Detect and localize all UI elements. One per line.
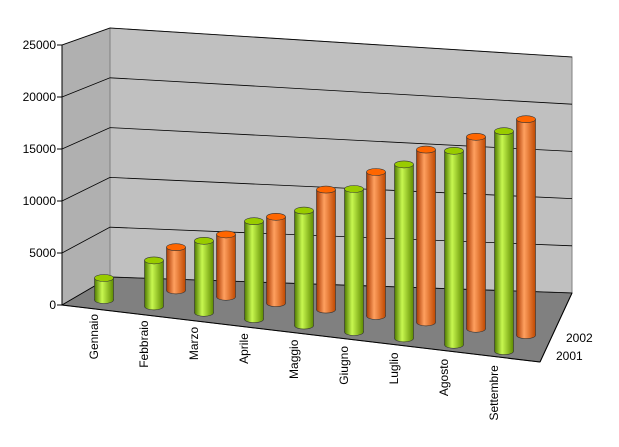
bar-top xyxy=(294,206,314,215)
bar-top xyxy=(466,133,486,141)
bar-outline xyxy=(194,240,214,313)
x-tick-label: Febbraio xyxy=(137,320,151,368)
x-tick-label: Settembre xyxy=(487,365,501,421)
bar-outline xyxy=(216,234,236,297)
bar xyxy=(344,189,364,332)
x-tick-label: Giugno xyxy=(337,346,351,385)
bar-outline xyxy=(416,149,436,323)
bar-top xyxy=(316,185,336,194)
bar xyxy=(194,240,214,313)
bar-top xyxy=(94,274,114,282)
bar xyxy=(366,172,386,316)
grid-line xyxy=(61,27,573,58)
grid-line xyxy=(61,77,573,105)
bar-top xyxy=(494,127,514,135)
bar-top xyxy=(516,115,536,123)
x-tick-label: Luglio xyxy=(387,352,401,384)
bar-outline xyxy=(94,278,114,300)
bar-outline xyxy=(444,150,464,345)
bar xyxy=(416,149,436,323)
bar-top xyxy=(394,160,414,169)
bar xyxy=(516,119,536,336)
bar-outline xyxy=(266,216,286,304)
y-tick-label: 10000 xyxy=(23,194,57,208)
x-tick-label: Marzo xyxy=(187,326,201,360)
bar xyxy=(466,136,486,329)
bar xyxy=(494,131,514,352)
bar-outline xyxy=(494,131,514,352)
grid-line xyxy=(61,127,573,152)
bar-top xyxy=(194,237,214,245)
bar-outline xyxy=(466,136,486,329)
y-tick-label: 15000 xyxy=(23,142,57,156)
bar-outline xyxy=(166,247,186,291)
bar xyxy=(166,247,186,291)
x-axis xyxy=(61,304,541,363)
depth-axis xyxy=(539,292,573,363)
bar xyxy=(444,150,464,345)
bar xyxy=(294,210,314,326)
bar xyxy=(216,234,236,297)
x-tick-label: Aprile xyxy=(237,333,251,364)
bar-top xyxy=(366,168,386,176)
bar-outline xyxy=(316,189,336,310)
left-wall xyxy=(61,27,111,306)
y-tick-label: 0 xyxy=(49,298,56,312)
bar-outline xyxy=(144,260,164,307)
bar xyxy=(316,189,336,310)
bar-outline xyxy=(344,189,364,332)
bar-top xyxy=(216,230,236,239)
y-tick-label: 20000 xyxy=(23,90,57,104)
y-tick-label: 5000 xyxy=(29,246,56,260)
bar-top xyxy=(244,217,264,225)
bar-outline xyxy=(516,119,536,336)
bar-top xyxy=(266,213,286,221)
x-tick-label: Gennaio xyxy=(87,314,101,360)
bar-outline xyxy=(244,221,264,320)
bar xyxy=(244,221,264,320)
bar-outline xyxy=(394,164,414,339)
bar xyxy=(144,260,164,307)
x-tick-label: Agosto xyxy=(437,358,451,396)
bar-top xyxy=(416,145,436,154)
bar-top xyxy=(144,256,164,265)
bar-top xyxy=(166,243,186,251)
bar-outline xyxy=(366,172,386,316)
y-tick-label: 25000 xyxy=(23,38,57,52)
series-label: 2001 xyxy=(556,349,583,363)
bar xyxy=(94,278,114,300)
bar-top xyxy=(344,185,364,193)
bar-outline xyxy=(294,210,314,326)
bar xyxy=(266,216,286,304)
bar xyxy=(394,164,414,339)
x-tick-label: Maggio xyxy=(287,339,301,379)
bar-top xyxy=(444,147,464,155)
series-label: 2002 xyxy=(566,331,593,345)
